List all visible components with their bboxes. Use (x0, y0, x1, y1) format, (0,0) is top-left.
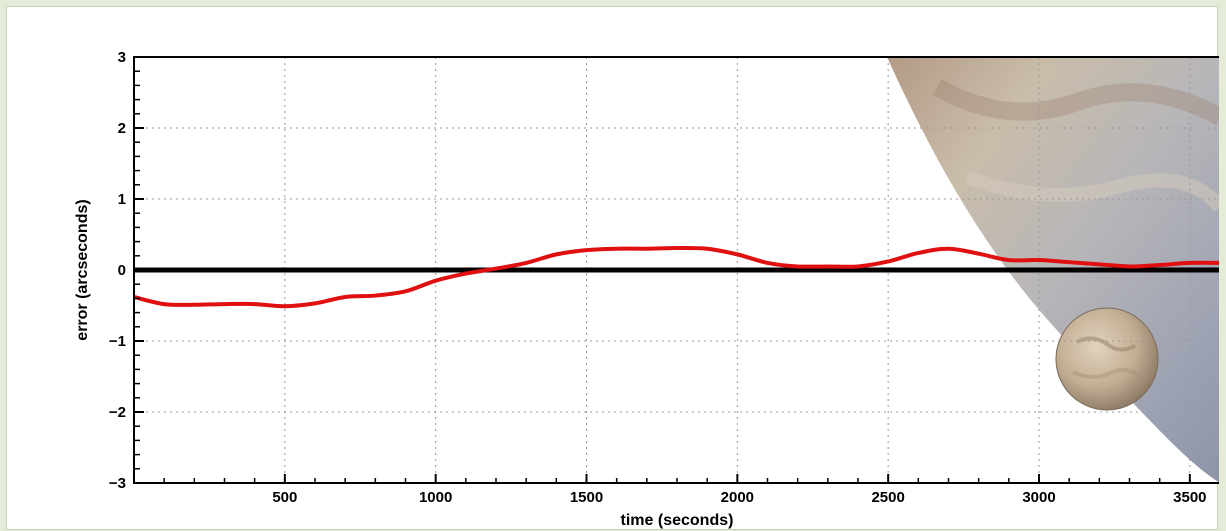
y-tick-label: 1 (118, 191, 126, 208)
y-tick-label: −3 (109, 475, 126, 492)
y-tick-label: −2 (109, 404, 126, 421)
figure-frame: 500 1000 1500 2000 2500 3000 3500 3 2 1 0 −1 −2 −3 ti… (6, 6, 1219, 530)
x-tick-label: 3000 (1022, 489, 1055, 506)
x-tick-label: 2000 (721, 489, 754, 506)
y-axis-title: error (arcseconds) (74, 199, 91, 340)
tick-labels: 500 1000 1500 2000 2500 3000 3500 3 2 1 0 −1 −2 −3 (109, 49, 1207, 506)
x-tick-label: 3500 (1173, 489, 1206, 506)
y-tick-label: 3 (118, 49, 126, 66)
error-chart: 500 1000 1500 2000 2500 3000 3500 3 2 1 0 −1 −2 −3 ti… (74, 49, 1219, 529)
y-tick-label: 0 (118, 262, 126, 279)
x-axis-title: time (seconds) (621, 512, 734, 529)
y-tick-label: 2 (118, 120, 126, 137)
x-tick-label: 1500 (570, 489, 603, 506)
series-layer (134, 245, 1219, 309)
y-tick-label: −1 (109, 333, 126, 350)
x-tick-label: 500 (272, 489, 297, 506)
x-tick-label: 1000 (419, 489, 452, 506)
ticks (134, 56, 1191, 484)
x-tick-label: 2500 (871, 489, 904, 506)
error-series-line (134, 245, 1219, 309)
